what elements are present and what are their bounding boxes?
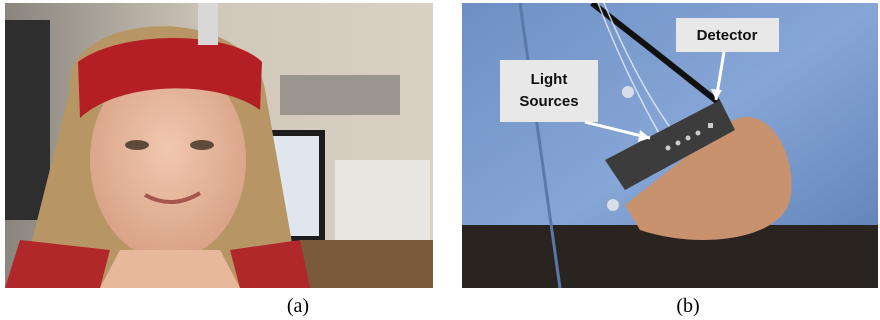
label-box bbox=[500, 60, 598, 122]
caption: (a) bbox=[287, 295, 309, 317]
label-text: Detector bbox=[697, 27, 758, 44]
label-text: Light bbox=[531, 71, 568, 88]
photo-a bbox=[5, 3, 433, 288]
photo-b: Light Sources Detector bbox=[462, 3, 878, 288]
figure: Light Sources Detector (a) (b) bbox=[0, 0, 880, 320]
label-text: Sources bbox=[519, 93, 578, 110]
caption: (b) bbox=[676, 295, 699, 317]
